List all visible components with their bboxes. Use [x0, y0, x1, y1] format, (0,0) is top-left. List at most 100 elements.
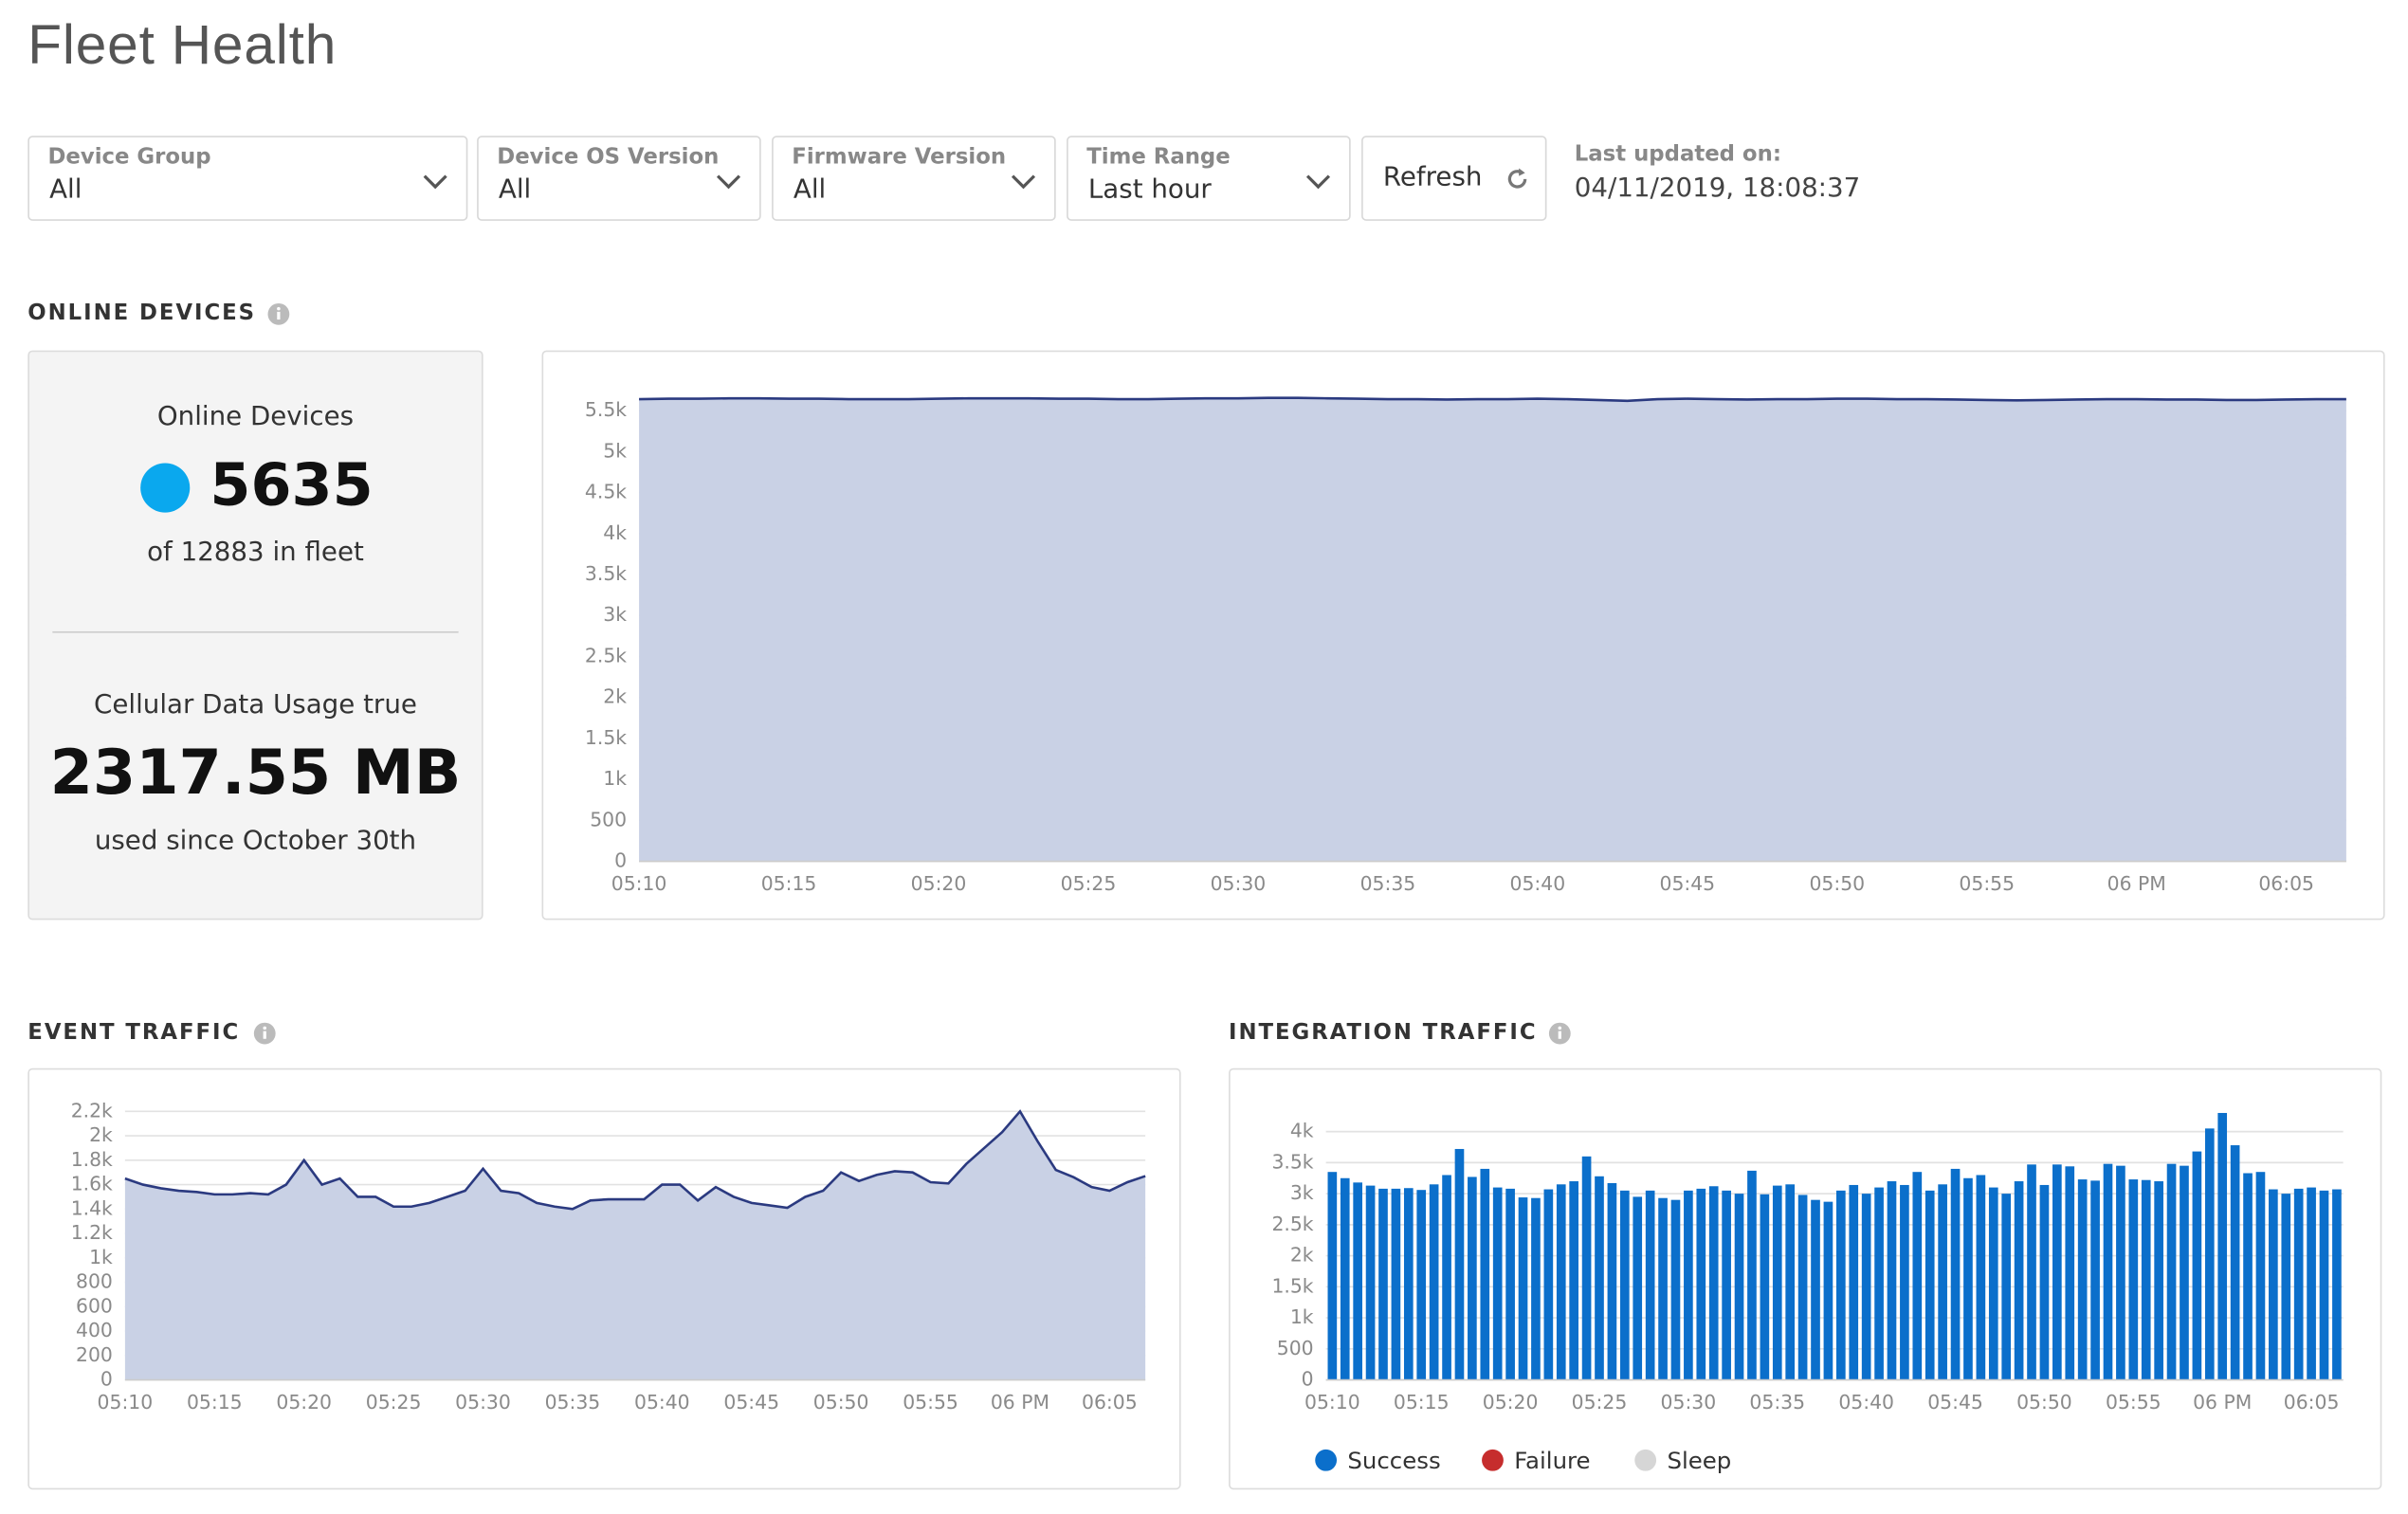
- bar: [1531, 1197, 1541, 1380]
- bar: [1403, 1188, 1414, 1380]
- y-tick-label: 1.5k: [1271, 1274, 1313, 1297]
- refresh-label: Refresh: [1382, 161, 1483, 193]
- bar: [1416, 1190, 1427, 1380]
- filter-value: Last hour: [1087, 173, 1212, 206]
- x-tick-label: 05:35: [545, 1391, 601, 1414]
- x-tick-label: 06 PM: [2107, 872, 2166, 895]
- divider: [52, 630, 459, 633]
- info-icon[interactable]: [267, 302, 290, 325]
- bar: [1442, 1175, 1451, 1380]
- bar: [2269, 1189, 2278, 1380]
- legend-label: Failure: [1514, 1447, 1590, 1474]
- x-tick-label: 05:25: [1061, 872, 1117, 895]
- filter-label: Time Range: [1086, 145, 1231, 171]
- legend-label: Success: [1347, 1447, 1440, 1474]
- chevron: [1305, 174, 1331, 190]
- bar: [2014, 1181, 2024, 1380]
- firmware-select[interactable]: Firmware Version All: [772, 136, 1056, 221]
- bar: [1365, 1185, 1376, 1380]
- refresh-button[interactable]: Refresh: [1361, 136, 1547, 221]
- bar: [1900, 1184, 1909, 1380]
- bar: [1658, 1197, 1668, 1380]
- bar: [2243, 1173, 2253, 1380]
- y-tick-label: 800: [76, 1270, 113, 1293]
- device-group-select[interactable]: Device Group All: [27, 136, 468, 221]
- bar: [1811, 1199, 1820, 1380]
- y-tick-label: 2.2k: [71, 1099, 113, 1122]
- x-tick-label: 06:05: [1082, 1391, 1138, 1414]
- y-tick-label: 3k: [1290, 1181, 1314, 1204]
- y-tick-label: 1.6k: [71, 1173, 113, 1195]
- bar: [1963, 1177, 1973, 1380]
- bar: [1708, 1186, 1719, 1380]
- bar: [1518, 1197, 1528, 1380]
- x-tick-label: 05:10: [611, 872, 667, 895]
- bar: [1874, 1187, 1884, 1380]
- bar: [1645, 1190, 1655, 1380]
- x-tick-label: 05:15: [761, 872, 817, 895]
- bar: [1722, 1190, 1731, 1380]
- bar: [2332, 1189, 2342, 1380]
- x-tick-label: 05:20: [276, 1391, 332, 1414]
- time-range-select[interactable]: Time Range Last hour: [1067, 136, 1351, 221]
- bar: [2141, 1179, 2151, 1380]
- bar: [1429, 1184, 1439, 1380]
- filter-value: All: [49, 173, 82, 206]
- section-title: EVENT TRAFFIC: [27, 1020, 241, 1046]
- bar: [2001, 1194, 2012, 1380]
- bar: [2293, 1188, 2304, 1380]
- x-tick-label: 05:25: [1572, 1391, 1628, 1414]
- x-tick-label: 05:55: [903, 1391, 958, 1414]
- x-tick-label: 05:55: [1959, 872, 2015, 895]
- chevron: [716, 174, 741, 190]
- bar: [2116, 1165, 2125, 1380]
- bar: [1785, 1184, 1796, 1380]
- bar: [1772, 1185, 1782, 1380]
- y-tick-label: 3.5k: [585, 562, 627, 585]
- bar: [1595, 1176, 1604, 1380]
- bar: [1353, 1182, 1362, 1380]
- x-tick-label: 05:40: [1838, 1391, 1894, 1414]
- x-tick-label: 05:50: [813, 1391, 869, 1414]
- usage-value: 2317.55 MB: [49, 738, 462, 810]
- bar: [2027, 1164, 2036, 1380]
- y-tick-label: 400: [76, 1319, 113, 1341]
- bar: [2052, 1164, 2062, 1380]
- os-version-select[interactable]: Device OS Version All: [477, 136, 761, 221]
- bar: [1684, 1190, 1693, 1380]
- legend-swatch: [1315, 1449, 1338, 1471]
- y-tick-label: 1k: [89, 1246, 113, 1268]
- y-tick-label: 5k: [603, 439, 627, 462]
- bar: [2319, 1190, 2329, 1380]
- x-tick-label: 06:05: [2258, 872, 2314, 895]
- bar: [1340, 1177, 1350, 1380]
- bar: [1836, 1190, 1846, 1380]
- x-tick-label: 06:05: [2284, 1391, 2340, 1414]
- info-icon[interactable]: [1548, 1022, 1571, 1045]
- bar: [2217, 1112, 2228, 1380]
- x-tick-label: 05:25: [366, 1391, 422, 1414]
- refresh-icon: [1507, 168, 1527, 189]
- x-tick-label: 05:35: [1360, 872, 1416, 895]
- y-tick-label: 2.5k: [585, 644, 627, 666]
- x-tick-label: 05:45: [1927, 1391, 1983, 1414]
- y-tick-label: 500: [1277, 1337, 1314, 1359]
- y-tick-label: 0: [614, 849, 627, 872]
- bar: [2281, 1194, 2291, 1380]
- section-title: ONLINE DEVICES: [27, 301, 257, 326]
- y-tick-label: 500: [590, 808, 627, 830]
- x-tick-label: 05:35: [1749, 1391, 1805, 1414]
- legend-label: Sleep: [1667, 1447, 1731, 1474]
- y-tick-label: 0: [1302, 1368, 1314, 1391]
- y-tick-label: 2k: [89, 1123, 113, 1146]
- bar: [2154, 1181, 2163, 1380]
- info-icon[interactable]: [253, 1022, 276, 1045]
- x-tick-label: 05:45: [723, 1391, 779, 1414]
- x-tick-label: 05:30: [1211, 872, 1267, 895]
- y-tick-label: 200: [76, 1343, 113, 1366]
- bar: [1760, 1194, 1770, 1380]
- bar: [1327, 1172, 1338, 1380]
